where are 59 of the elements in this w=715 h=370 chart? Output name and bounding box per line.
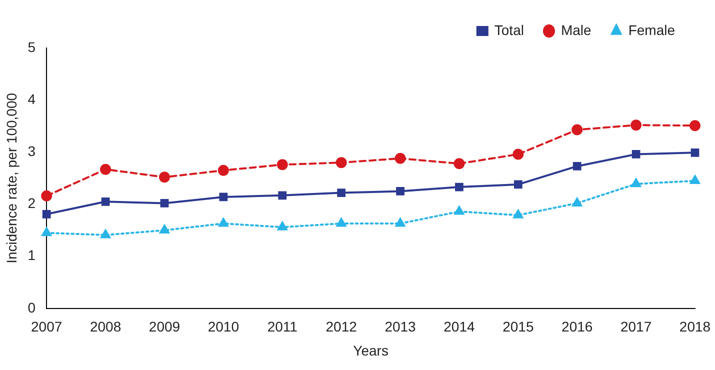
point	[42, 210, 51, 218]
point	[513, 210, 524, 218]
point	[218, 218, 228, 227]
point	[160, 199, 169, 208]
point	[218, 164, 229, 176]
y-tick-label: 1	[28, 247, 36, 264]
point	[336, 157, 347, 168]
point	[336, 218, 346, 227]
point	[630, 120, 642, 131]
point	[396, 187, 404, 196]
point	[41, 190, 52, 202]
x-tick-label: 2016	[562, 318, 593, 335]
y-tick-label: 5	[28, 38, 36, 55]
x-tick-label: 2018	[679, 318, 711, 335]
point	[101, 197, 110, 206]
point	[631, 178, 641, 188]
point	[572, 124, 583, 136]
x-tick-label: 2011	[267, 318, 298, 335]
y-tick-label: 2	[28, 195, 36, 212]
point	[277, 222, 288, 230]
y-tick-label: 3	[28, 143, 36, 160]
point	[514, 180, 522, 189]
legend-label: Female	[628, 22, 676, 38]
point	[337, 188, 346, 197]
x-tick-label: 2014	[444, 318, 475, 335]
point	[690, 120, 700, 132]
y-tick-label: 4	[28, 90, 36, 107]
x-tick-label: 2008	[90, 318, 122, 335]
point	[454, 158, 465, 170]
point	[455, 182, 464, 192]
x-tick-label: 2012	[326, 318, 358, 335]
x-tick-label: 2017	[620, 318, 652, 335]
y-tick-label: 0	[28, 299, 36, 316]
point	[158, 172, 170, 183]
point	[572, 198, 582, 206]
point	[395, 218, 406, 227]
point	[219, 192, 228, 202]
point	[42, 227, 52, 236]
x-tick-label: 2009	[148, 318, 180, 335]
point	[512, 148, 524, 160]
point	[160, 224, 170, 234]
point	[100, 229, 110, 238]
legend-label: Total	[494, 22, 524, 38]
legend-label: Male	[560, 22, 592, 38]
point	[690, 175, 700, 184]
point	[454, 206, 464, 215]
point	[276, 159, 288, 170]
point	[100, 164, 112, 175]
point	[632, 150, 640, 158]
x-tick-label: 2010	[208, 318, 240, 335]
x-axis-title: Years	[353, 342, 388, 358]
point	[572, 162, 582, 170]
y-axis-title: Incidence rate, per 100,000	[3, 92, 20, 264]
point	[278, 191, 287, 200]
x-tick-label: 2007	[31, 318, 62, 335]
x-tick-label: 2013	[384, 318, 416, 335]
point	[690, 148, 700, 157]
x-tick-label: 2015	[502, 318, 534, 335]
point	[394, 152, 406, 164]
